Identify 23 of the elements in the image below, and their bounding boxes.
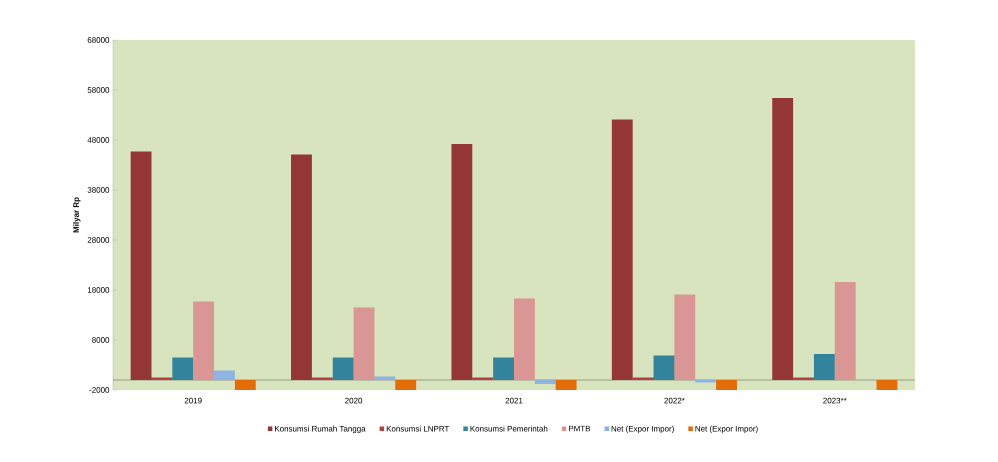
bar (612, 120, 633, 380)
bar (214, 370, 235, 380)
bar (674, 294, 696, 380)
bar (772, 98, 794, 380)
bar (234, 380, 256, 390)
bar (556, 380, 577, 390)
bar (514, 298, 535, 380)
bar (814, 354, 835, 380)
bar (654, 356, 674, 380)
bar (354, 308, 374, 380)
bar (451, 144, 472, 380)
bar (332, 358, 354, 380)
bar (876, 380, 898, 390)
bar (395, 380, 416, 390)
bar (716, 380, 737, 390)
bar (493, 358, 514, 380)
bar (534, 380, 556, 384)
bar (172, 358, 194, 380)
bar (834, 282, 856, 380)
bar (193, 302, 214, 380)
bar (374, 376, 396, 380)
bar (291, 154, 312, 380)
bar (130, 152, 152, 380)
